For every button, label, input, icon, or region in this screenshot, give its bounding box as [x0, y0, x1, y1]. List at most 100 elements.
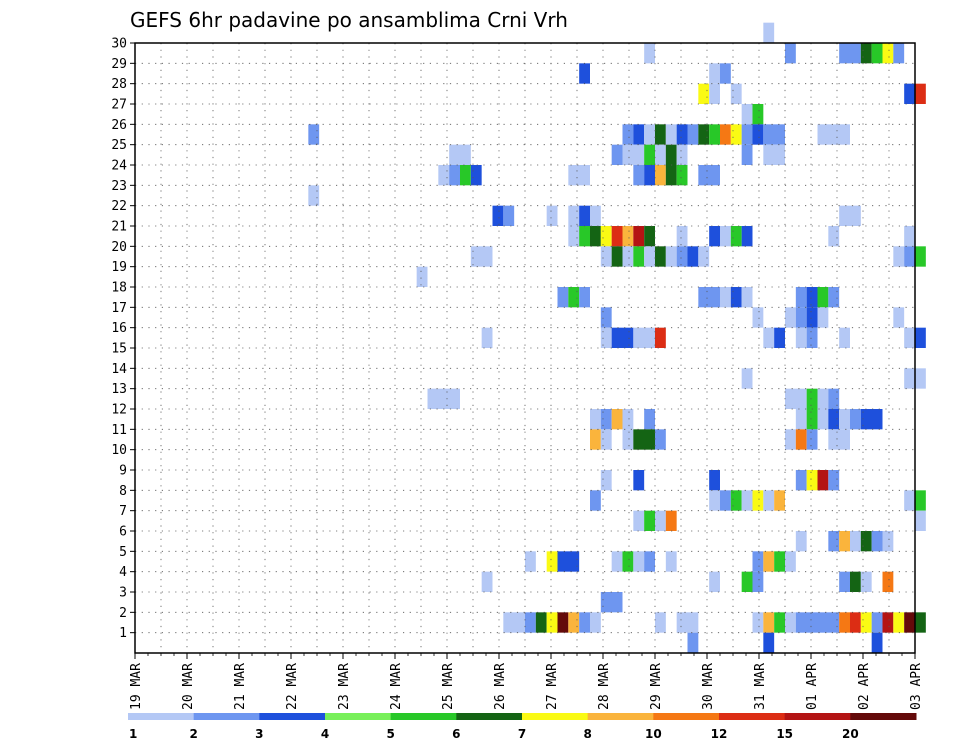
- heatmap-cell: [633, 510, 645, 531]
- x-tick-label: 24 MAR: [389, 663, 404, 710]
- heatmap-cell: [741, 287, 753, 308]
- heatmap-cell: [882, 571, 894, 592]
- x-tick-label: 25 MAR: [441, 663, 456, 710]
- heatmap-cell: [644, 165, 655, 186]
- heatmap-cell: [741, 144, 753, 165]
- x-tick-label: 26 MAR: [493, 663, 508, 710]
- heatmap-cell: [741, 490, 753, 511]
- legend-swatch: [522, 713, 589, 720]
- heatmap-cell: [839, 327, 850, 348]
- heatmap-cell: [785, 307, 796, 328]
- heatmap-cell: [741, 104, 753, 125]
- heatmap-cell: [763, 124, 785, 145]
- heatmap-cell: [763, 551, 775, 572]
- heatmap-cell: [676, 612, 699, 633]
- heatmap-cell: [785, 612, 796, 633]
- heatmap-cell: [535, 612, 547, 633]
- y-tick-label: 30: [111, 37, 127, 52]
- heatmap-cell: [611, 327, 634, 348]
- heatmap-cell: [763, 632, 775, 653]
- y-tick-label: 7: [119, 504, 127, 519]
- heatmap-cell: [904, 226, 915, 247]
- heatmap-cell: [795, 327, 807, 348]
- heatmap-cell: [720, 226, 731, 247]
- legend-label: 2: [189, 727, 197, 741]
- heatmap-cell: [644, 144, 655, 165]
- heatmap-cell: [438, 165, 450, 186]
- heatmap-cell: [839, 612, 850, 633]
- heatmap-cell: [698, 124, 710, 145]
- heatmap-cell: [860, 571, 872, 592]
- heatmap-cell: [730, 226, 742, 247]
- heatmap-cell: [665, 551, 677, 572]
- heatmap-cell: [655, 510, 666, 531]
- heatmap-cell: [839, 409, 850, 430]
- heatmap-cell: [557, 551, 580, 572]
- heatmap-cell: [665, 124, 677, 145]
- heatmap-cell: [633, 470, 645, 491]
- x-tick-label: 19 MAR: [129, 663, 144, 710]
- heatmap-cell: [600, 307, 612, 328]
- legend-swatch: [587, 713, 654, 720]
- legend-swatch: [325, 713, 392, 720]
- heatmap-cell: [806, 429, 818, 450]
- heatmap-cell: [633, 165, 645, 186]
- heatmap-cell: [622, 246, 634, 267]
- heatmap-cell: [633, 124, 645, 145]
- heatmap-cell: [882, 612, 894, 633]
- x-tick-label: 28 MAR: [597, 663, 612, 710]
- heatmap-cell: [850, 571, 861, 592]
- y-tick-label: 23: [111, 179, 127, 194]
- heatmap-cell: [893, 43, 905, 64]
- heatmap-cell: [709, 226, 720, 247]
- y-tick-label: 16: [111, 321, 127, 336]
- heatmap-cell: [774, 551, 785, 572]
- heatmap-cell: [709, 470, 720, 491]
- heatmap-cell: [590, 205, 601, 226]
- heatmap-cell: [915, 612, 926, 633]
- heatmap-cell: [633, 429, 655, 450]
- y-tick-label: 10: [111, 443, 127, 458]
- heatmap-cell: [579, 226, 590, 247]
- heatmap-cell: [449, 144, 471, 165]
- heatmap-cell: [611, 246, 623, 267]
- heatmap-cell: [795, 307, 807, 328]
- x-tick-label: 22 MAR: [285, 663, 300, 710]
- heatmap-cell: [915, 327, 926, 348]
- x-tick-label: 02 APR: [857, 663, 872, 710]
- heatmap-cell: [763, 144, 785, 165]
- heatmap-cell: [904, 246, 915, 267]
- y-tick-label: 27: [111, 98, 127, 113]
- heatmap-cell: [828, 226, 840, 247]
- heatmap-cell: [600, 409, 612, 430]
- heatmap-cell: [568, 287, 580, 308]
- heatmap-cell: [785, 429, 796, 450]
- heatmap-cell: [503, 205, 515, 226]
- x-tick-label: 21 MAR: [233, 663, 248, 710]
- heatmap-cell: [828, 287, 840, 308]
- heatmap-cell: [655, 165, 666, 186]
- heatmap-cell: [828, 388, 840, 409]
- heatmap-cell: [709, 124, 720, 145]
- heatmap-cell: [785, 43, 796, 64]
- x-tick-label: 23 MAR: [337, 663, 352, 710]
- heatmap-cell: [828, 531, 840, 552]
- y-tick-label: 15: [111, 342, 127, 357]
- heatmap-cell: [806, 307, 818, 328]
- heatmap-cell: [795, 409, 807, 430]
- legend-label: 20: [842, 727, 859, 741]
- heatmap-cell: [741, 368, 753, 389]
- legend-label: 4: [321, 727, 329, 741]
- heatmap-cell: [806, 470, 818, 491]
- heatmap-cell: [698, 83, 710, 104]
- y-tick-label: 5: [119, 545, 127, 560]
- heatmap-cell: [893, 612, 905, 633]
- heatmap-cell: [871, 632, 883, 653]
- heatmap-cell: [774, 490, 785, 511]
- legend-swatch: [390, 713, 457, 720]
- y-tick-label: 8: [119, 484, 127, 499]
- heatmap-cell: [611, 226, 623, 247]
- heatmap-cell: [817, 124, 850, 145]
- heatmap-cell: [893, 246, 905, 267]
